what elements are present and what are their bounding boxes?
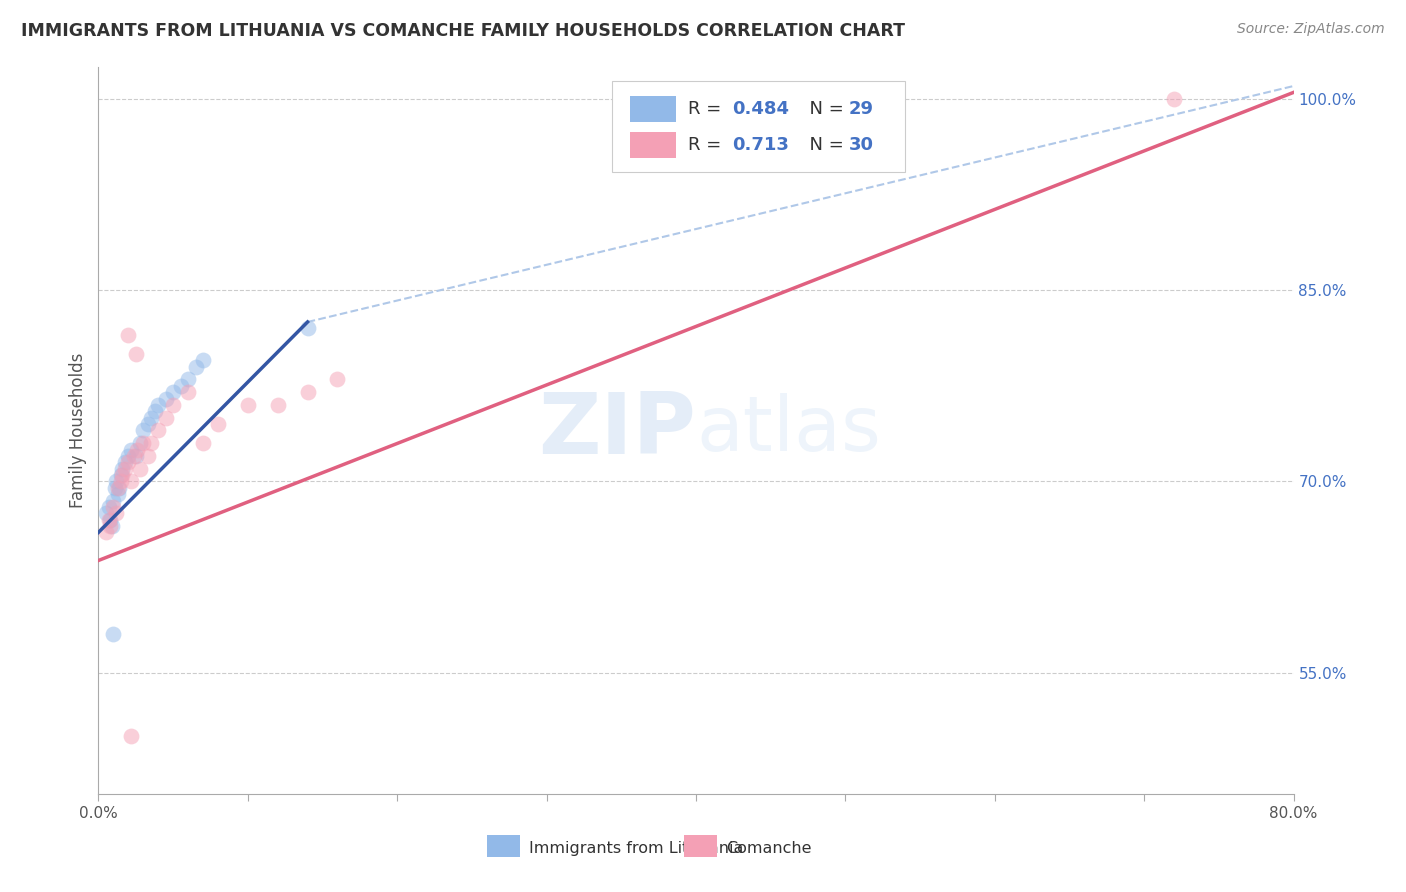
Point xyxy=(177,385,200,400)
Point xyxy=(148,398,170,412)
Point xyxy=(98,513,122,527)
Text: atlas: atlas xyxy=(696,393,880,467)
Point xyxy=(127,442,149,457)
Point xyxy=(117,449,139,463)
Point xyxy=(125,449,148,463)
Point xyxy=(184,359,207,374)
Text: Source: ZipAtlas.com: Source: ZipAtlas.com xyxy=(1237,22,1385,37)
FancyBboxPatch shape xyxy=(613,81,905,172)
Point xyxy=(132,436,155,450)
Point xyxy=(101,519,124,533)
Bar xyxy=(630,96,676,122)
Point xyxy=(155,410,177,425)
Point xyxy=(267,398,290,412)
Point xyxy=(110,468,132,483)
Point xyxy=(162,385,184,400)
Text: ZIP: ZIP xyxy=(538,389,696,472)
Point xyxy=(191,353,214,368)
Point xyxy=(148,423,170,437)
Point xyxy=(132,423,155,437)
Point xyxy=(105,506,128,520)
Point xyxy=(155,392,177,406)
Point xyxy=(120,730,142,744)
Point xyxy=(143,404,166,418)
Point xyxy=(103,493,125,508)
Point xyxy=(104,481,127,495)
Text: R =: R = xyxy=(688,100,727,118)
Point xyxy=(326,372,349,386)
Text: 29: 29 xyxy=(849,100,875,118)
Point xyxy=(1163,92,1185,106)
Point xyxy=(103,500,125,514)
Point xyxy=(108,481,131,495)
Text: 0.713: 0.713 xyxy=(733,136,789,153)
Point xyxy=(162,398,184,412)
Point xyxy=(136,417,159,431)
Text: Immigrants from Lithuania: Immigrants from Lithuania xyxy=(529,841,742,856)
Point xyxy=(129,436,152,450)
Text: IMMIGRANTS FROM LITHUANIA VS COMANCHE FAMILY HOUSEHOLDS CORRELATION CHART: IMMIGRANTS FROM LITHUANIA VS COMANCHE FA… xyxy=(21,22,905,40)
Bar xyxy=(630,132,676,158)
Point xyxy=(111,468,134,483)
Text: Comanche: Comanche xyxy=(725,841,811,856)
Text: 0.484: 0.484 xyxy=(733,100,789,118)
Point xyxy=(207,417,229,431)
Point xyxy=(111,461,134,475)
Point xyxy=(191,436,214,450)
Bar xyxy=(685,835,717,857)
Bar xyxy=(486,835,520,857)
Point xyxy=(120,442,142,457)
Point xyxy=(120,475,142,489)
Point xyxy=(177,372,200,386)
Point xyxy=(107,481,129,495)
Point xyxy=(114,461,136,475)
Point xyxy=(136,449,159,463)
Y-axis label: Family Households: Family Households xyxy=(69,352,87,508)
Point xyxy=(97,513,120,527)
Point xyxy=(97,500,120,514)
Point xyxy=(297,321,319,335)
Point xyxy=(125,347,148,361)
Point xyxy=(139,436,162,450)
Point xyxy=(297,385,319,400)
Point xyxy=(117,327,139,342)
Point xyxy=(139,410,162,425)
Point xyxy=(129,461,152,475)
Point xyxy=(98,519,122,533)
Point xyxy=(236,398,259,412)
Point xyxy=(117,455,139,469)
Text: 30: 30 xyxy=(849,136,875,153)
Point xyxy=(105,475,128,489)
Point xyxy=(124,449,146,463)
Point xyxy=(94,506,117,520)
Point xyxy=(103,627,125,641)
Text: N =: N = xyxy=(797,136,849,153)
Point xyxy=(94,525,117,540)
Point xyxy=(114,455,136,469)
Point xyxy=(110,475,132,489)
Point xyxy=(169,378,191,392)
Point xyxy=(107,487,129,501)
Text: N =: N = xyxy=(797,100,849,118)
Text: R =: R = xyxy=(688,136,733,153)
